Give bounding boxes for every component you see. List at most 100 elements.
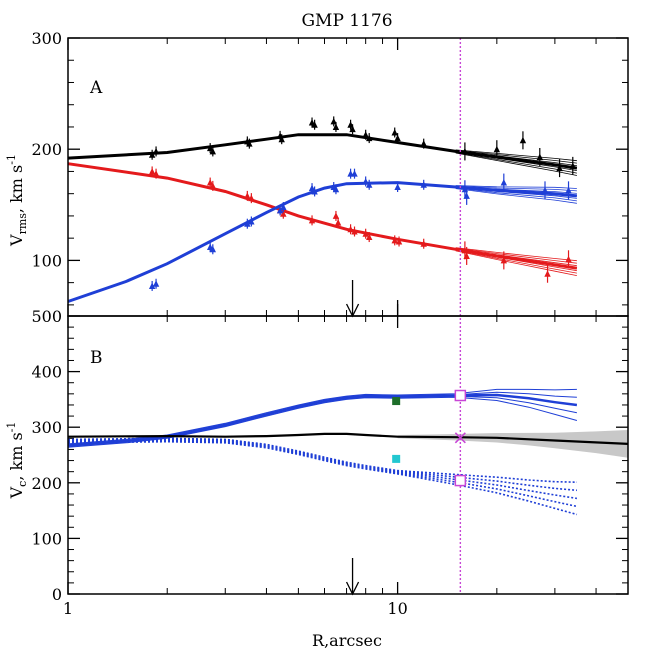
red-data-point [308, 216, 316, 224]
red-data-point [565, 255, 572, 263]
black-data-point [461, 147, 469, 155]
black-data-point [330, 117, 337, 125]
black-data-point [394, 134, 401, 142]
blue-model-band [455, 188, 577, 204]
blue-data-point [280, 203, 287, 211]
black-data-point [493, 145, 501, 153]
panel-a-label: A [89, 78, 103, 98]
red-data-point [334, 219, 342, 226]
black-data-point [311, 121, 318, 128]
black-data-point [206, 144, 214, 152]
blue-data-point [152, 280, 160, 287]
blue-dotted-model-line [67, 438, 577, 492]
filled-square-marker [392, 397, 401, 406]
red-data-point [347, 225, 354, 233]
blue-solid-model-line [67, 393, 578, 447]
blue-data-point [311, 187, 318, 195]
blue-model-line [67, 181, 578, 303]
open-square-marker [454, 474, 467, 487]
red-data-point [395, 237, 403, 245]
blue-solid-model-line [67, 388, 577, 445]
y-tick-label: 0 [52, 585, 62, 604]
red-data-point [366, 233, 373, 241]
red-model-band [455, 247, 577, 264]
x-tick-label: 1 [63, 599, 73, 618]
black-data-point [278, 135, 285, 143]
y-tick-label: 400 [31, 363, 62, 382]
blue-model-band [455, 187, 577, 202]
red-model-band [455, 249, 577, 274]
red-data-point [362, 230, 369, 237]
y-tick-label: 100 [31, 529, 62, 548]
black-model-band [455, 152, 577, 174]
blue-solid-model-line [67, 391, 577, 446]
black-model-line [67, 432, 629, 445]
black-data-point [536, 153, 543, 160]
blue-data-point [148, 282, 156, 289]
svg-text:Vc, km s-1: Vc, km s-1 [5, 422, 29, 500]
black-data-point [420, 140, 427, 147]
y-tick-label: 500 [31, 307, 62, 326]
red-data-point [152, 170, 160, 177]
black-model-line [67, 133, 578, 170]
red-data-point [248, 194, 255, 202]
black-data-point [148, 151, 156, 158]
blue-dotted-model-line [67, 437, 577, 483]
black-data-point [391, 129, 398, 136]
red-data-point [206, 179, 214, 186]
blue-data-point [500, 179, 508, 186]
blue-model-band [455, 185, 577, 192]
red-data-point [244, 192, 251, 199]
black-data-point [366, 134, 373, 142]
black-model-band [455, 149, 577, 162]
panel-a: 100 200 300 [31, 29, 628, 318]
blue-data-point [394, 183, 401, 191]
black-data-point [209, 147, 217, 155]
panel-b: 0 100 200 300 400 500 1 10 [31, 38, 629, 618]
blue-model-band [455, 185, 577, 189]
y-tick-label: 300 [31, 418, 62, 437]
black-data-point [246, 140, 253, 147]
blue-data-point [308, 184, 316, 192]
cross-marker [454, 432, 466, 444]
blue-data-point [420, 181, 427, 188]
blue-data-point [362, 177, 369, 185]
x-tick-label: 10 [387, 599, 407, 618]
blue-data-point [541, 186, 549, 194]
blue-data-point [276, 206, 284, 214]
red-data-point [500, 256, 508, 264]
svg-text:Vrms, km s-1: Vrms, km s-1 [5, 154, 29, 247]
blue-data-point [248, 217, 255, 225]
red-data-point [209, 182, 217, 189]
blue-solid-model-line [67, 396, 578, 448]
red-data-point [280, 210, 287, 217]
black-data-point [556, 164, 563, 172]
black-data-point [362, 131, 369, 138]
red-data-point [420, 240, 427, 247]
black-data-point [349, 125, 356, 133]
red-data-point [391, 236, 398, 244]
blue-data-point [209, 245, 217, 253]
panel-a-ylabel: Vrms, km s-1 [5, 154, 29, 247]
black-data-point [519, 136, 527, 144]
red-data-point [544, 270, 551, 277]
blue-data-point [351, 170, 358, 177]
blue-data-point [366, 181, 373, 188]
y-tick-label: 100 [31, 251, 62, 270]
open-square-marker [454, 389, 467, 402]
red-data-point [463, 252, 470, 259]
y-tick-label: 300 [31, 29, 62, 48]
blue-dotted-model-line [67, 439, 578, 508]
y-tick-label: 200 [31, 140, 62, 159]
blue-data-point [565, 186, 572, 194]
red-model-band [455, 247, 577, 262]
blue-dotted-model-line [67, 440, 578, 516]
black-data-point [332, 123, 340, 130]
red-model-line [67, 162, 578, 270]
panel-b-frame [67, 315, 629, 595]
chart-title: GMP 1176 [301, 11, 392, 31]
y-tick-label: 200 [31, 474, 62, 493]
red-data-point [351, 227, 358, 235]
blue-data-point [244, 220, 251, 227]
